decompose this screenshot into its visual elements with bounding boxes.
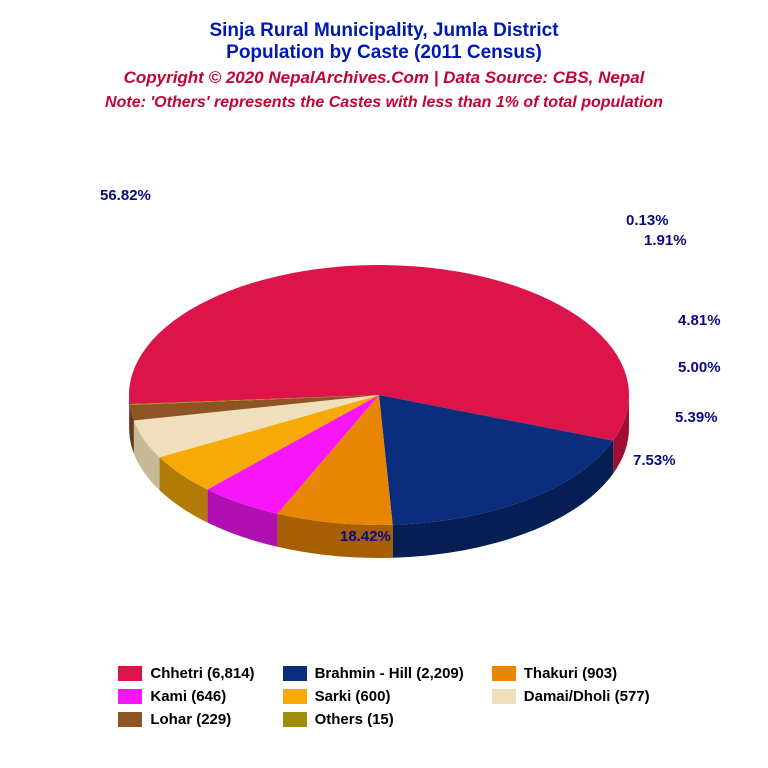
- title-line-1: Sinja Rural Municipality, Jumla District: [30, 20, 738, 42]
- legend-label: Lohar (229): [150, 711, 231, 728]
- pct-label: 7.53%: [633, 452, 676, 469]
- legend-item: Brahmin - Hill (2,209): [283, 665, 464, 682]
- pie-svg: [29, 180, 739, 610]
- legend-label: Kami (646): [150, 688, 226, 705]
- note-line: Note: 'Others' represents the Castes wit…: [30, 94, 738, 112]
- legend-item: Lohar (229): [118, 711, 254, 728]
- title-line-2: Population by Caste (2011 Census): [30, 42, 738, 64]
- legend-label: Damai/Dholi (577): [524, 688, 650, 705]
- pct-label: 0.13%: [626, 212, 669, 229]
- legend-label: Thakuri (903): [524, 665, 617, 682]
- legend-label: Sarki (600): [315, 688, 391, 705]
- legend-swatch: [492, 689, 516, 704]
- legend-swatch: [283, 689, 307, 704]
- legend-item: Damai/Dholi (577): [492, 688, 650, 705]
- pie-chart: 56.82% 18.42% 7.53% 5.39% 5.00% 4.81% 1.91% 0.1…: [30, 132, 738, 657]
- pct-label: 4.81%: [678, 312, 721, 329]
- pct-label: 56.82%: [100, 187, 151, 204]
- legend-label: Others (15): [315, 711, 394, 728]
- legend-label: Brahmin - Hill (2,209): [315, 665, 464, 682]
- legend: Chhetri (6,814) Brahmin - Hill (2,209) Tha…: [30, 657, 738, 748]
- legend-item: Kami (646): [118, 688, 254, 705]
- legend-swatch: [118, 666, 142, 681]
- pct-label: 1.91%: [644, 232, 687, 249]
- pct-label: 18.42%: [340, 528, 391, 545]
- legend-item: Sarki (600): [283, 688, 464, 705]
- legend-swatch: [283, 712, 307, 727]
- title-block: Sinja Rural Municipality, Jumla District…: [30, 20, 738, 112]
- legend-swatch: [118, 712, 142, 727]
- legend-item: Chhetri (6,814): [118, 665, 254, 682]
- legend-label: Chhetri (6,814): [150, 665, 254, 682]
- legend-item: Others (15): [283, 711, 464, 728]
- legend-item: Thakuri (903): [492, 665, 650, 682]
- legend-swatch: [283, 666, 307, 681]
- legend-swatch: [118, 689, 142, 704]
- copyright-line: Copyright © 2020 NepalArchives.Com | Dat…: [30, 68, 738, 88]
- pct-label: 5.00%: [678, 359, 721, 376]
- legend-swatch: [492, 666, 516, 681]
- pct-label: 5.39%: [675, 409, 718, 426]
